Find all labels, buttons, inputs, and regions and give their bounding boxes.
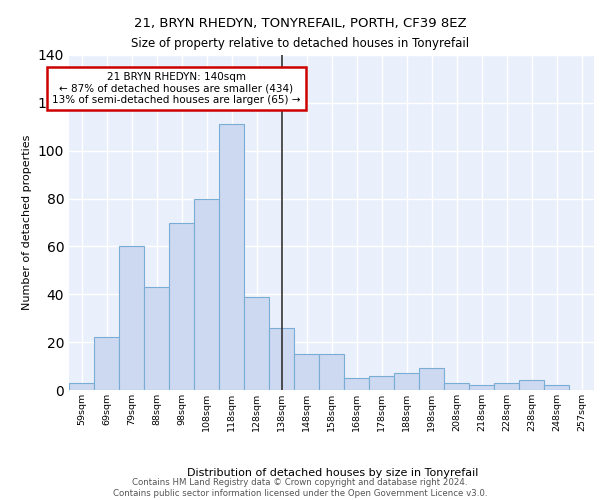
Text: Contains HM Land Registry data © Crown copyright and database right 2024.
Contai: Contains HM Land Registry data © Crown c… [113, 478, 487, 498]
Bar [69, 383, 94, 390]
Bar [444, 383, 469, 390]
Bar [519, 380, 544, 390]
Bar [469, 385, 494, 390]
Text: Distribution of detached houses by size in Tonyrefail: Distribution of detached houses by size … [187, 468, 479, 477]
Text: 21, BRYN RHEDYN, TONYREFAIL, PORTH, CF39 8EZ: 21, BRYN RHEDYN, TONYREFAIL, PORTH, CF39… [134, 18, 466, 30]
Bar [219, 124, 244, 390]
Bar [419, 368, 444, 390]
Bar [244, 296, 269, 390]
Bar [144, 287, 169, 390]
Bar [319, 354, 344, 390]
Y-axis label: Number of detached properties: Number of detached properties [22, 135, 32, 310]
Bar [369, 376, 394, 390]
Bar [194, 198, 219, 390]
Text: Size of property relative to detached houses in Tonyrefail: Size of property relative to detached ho… [131, 38, 469, 51]
Bar [169, 222, 194, 390]
Bar [94, 338, 119, 390]
Bar [494, 383, 519, 390]
Text: 21 BRYN RHEDYN: 140sqm
← 87% of detached houses are smaller (434)
13% of semi-de: 21 BRYN RHEDYN: 140sqm ← 87% of detached… [52, 72, 301, 105]
Bar [269, 328, 294, 390]
Bar [119, 246, 144, 390]
Bar [394, 373, 419, 390]
Bar [344, 378, 369, 390]
Bar [544, 385, 569, 390]
Bar [294, 354, 319, 390]
